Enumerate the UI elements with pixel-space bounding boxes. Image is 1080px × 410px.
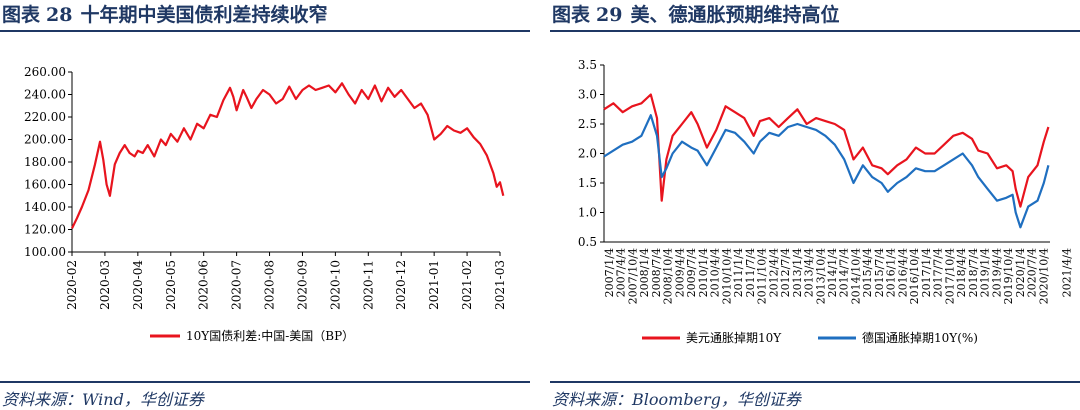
x-tick-label: 2013/4/4 [803,248,816,297]
y-tick-label: 0.5 [578,235,597,249]
figure-29-source: 资料来源：Bloomberg，华创证券 [552,390,801,409]
series-line-spread [71,82,505,229]
source-divider [550,381,1080,383]
x-tick-label: 2020/1/4 [1014,248,1027,297]
x-tick-label: 2008/1/4 [638,248,651,297]
legend-label-de: 德国通胀掉期10Y(%) [862,330,978,345]
x-tick-label: 2019/4/4 [990,248,1003,297]
y-tick-label: 200.00 [24,133,66,147]
y-tick-label: 140.00 [24,200,66,214]
spread-line-chart: 100.00 120.00 140.00 160.00 180.00 200.00 220.… [24,65,507,343]
y-tick-label: 240.00 [24,88,66,102]
x-tick-label: 2020-04 [131,260,145,310]
series-line-us-inflation-swap [603,93,1050,208]
y-tick-label: 220.00 [24,110,66,124]
x-tick-label: 2010/1/4 [697,248,710,297]
x-tick-label: 2007/1/4 [603,248,616,297]
x-tick-label: 2013/1/4 [791,248,804,297]
x-tick-label: 2020-10 [328,260,342,310]
figure-title-text: 十年期中美国债利差持续收窄 [80,4,328,26]
x-tick-label: 2020-03 [98,260,112,310]
x-tick-label: 2020-08 [263,260,277,310]
x-tick-label: 2011/7/4 [744,248,757,297]
figure-28-title: 图表 28 十年期中美国债利差持续收窄 [2,2,327,28]
x-tick-label: 2018/4/4 [955,248,968,297]
x-tick-label: 2019/10/4 [1002,248,1015,304]
title-divider [550,30,1080,32]
y-tick-label: 160.00 [24,178,66,192]
y-tick-label: 2.0 [578,147,597,161]
x-tick-label: 2013/10/4 [814,248,827,304]
x-tick-label: 2020-09 [295,260,309,310]
x-tick-label: 2009/4/4 [673,248,686,297]
figure-label: 图表 [552,4,591,26]
legend-label-spread: 10Y国债利差:中国-美国（BP） [186,328,354,343]
x-tick-label: 2020/10/4 [1037,248,1050,304]
x-tick-label: 2016/10/4 [908,248,921,304]
series-line-de-inflation-swap [603,114,1050,229]
x-tick-label: 2021-01 [427,260,441,310]
y-tick-label: 120.00 [24,223,66,237]
x-tick-label: 2020-12 [394,260,408,310]
source-divider [0,381,530,383]
x-tick-label: 2015/7/4 [873,248,886,297]
y-tick-label: 100.00 [24,245,66,259]
x-tick-label: 2017/7/4 [932,248,945,297]
figure-29-title: 图表 29 美、德通胀预期维持高位 [552,2,839,28]
x-tick-label: 2020-05 [164,260,178,310]
x-tick-label: 2007/4/4 [615,248,628,297]
y-tick-label: 3.5 [578,58,597,72]
x-tick-label: 2020-06 [197,260,211,310]
x-tick-label: 2011/1/4 [732,248,745,297]
x-tick-label: 2018/7/4 [967,248,980,297]
y-tick-label: 1.5 [578,176,597,190]
y-tick-label: 2.5 [578,117,597,131]
x-tick-label: 2019/1/4 [979,248,992,297]
figure-title-text: 美、德通胀预期维持高位 [630,4,840,26]
x-tick-label: 2017/10/4 [943,248,956,304]
x-tick-label: 2014/10/4 [849,248,862,304]
x-tick-label: 2010/10/4 [720,248,733,304]
x-tick-label: 2008/7/4 [650,248,663,297]
y-tick-label: 180.00 [24,155,66,169]
x-tick-label: 2008/10/4 [662,248,675,304]
x-tick-label: 2011/10/4 [756,248,769,304]
x-tick-label: 2020-11 [361,260,375,310]
x-tick-label: 2016/1/4 [885,248,898,297]
figure-label: 图表 [2,4,41,26]
figure-28-source: 资料来源：Wind，华创证券 [2,390,204,409]
figure-number: 29 [596,4,623,26]
x-tick-label: 2017/1/4 [920,248,933,297]
x-tick-label: 2014/7/4 [838,248,851,297]
figure-number: 28 [46,4,73,26]
x-tick-label: 2012/4/4 [767,248,780,297]
legend-label-us: 美元通胀掉期10Y [686,331,782,345]
x-tick-label: 2020-07 [230,260,244,310]
x-tick-label: 2021-03 [493,260,507,310]
x-tick-label: 2016/4/4 [896,248,909,297]
x-tick-label: 2012/7/4 [779,248,792,297]
title-divider [0,30,530,32]
x-tick-label: 2009/7/4 [685,248,698,297]
x-tick-label: 2021/4/4 [1061,248,1074,297]
y-tick-label: 3.0 [578,88,597,102]
figure-29-panel: 图表 29 美、德通胀预期维持高位 0.5 1.0 1.5 2.0 2.5 3.0 3.5 200… [550,0,1080,409]
x-tick-label: 2020/7/4 [1026,248,1039,297]
x-tick-label: 2007/10/4 [626,248,639,304]
x-tick-label: 2020-02 [65,260,79,310]
y-tick-label: 1.0 [578,206,597,220]
x-tick-label: 2014/1/4 [826,248,839,297]
figure-28-panel: 图表 28 十年期中美国债利差持续收窄 100.00 120.00 140.00 160.… [0,0,530,409]
x-tick-label: 2021-02 [460,260,474,310]
x-tick-label: 2010/4/4 [709,248,722,297]
y-tick-label: 260.00 [24,65,66,79]
x-tick-label: 2015/4/4 [861,248,874,297]
